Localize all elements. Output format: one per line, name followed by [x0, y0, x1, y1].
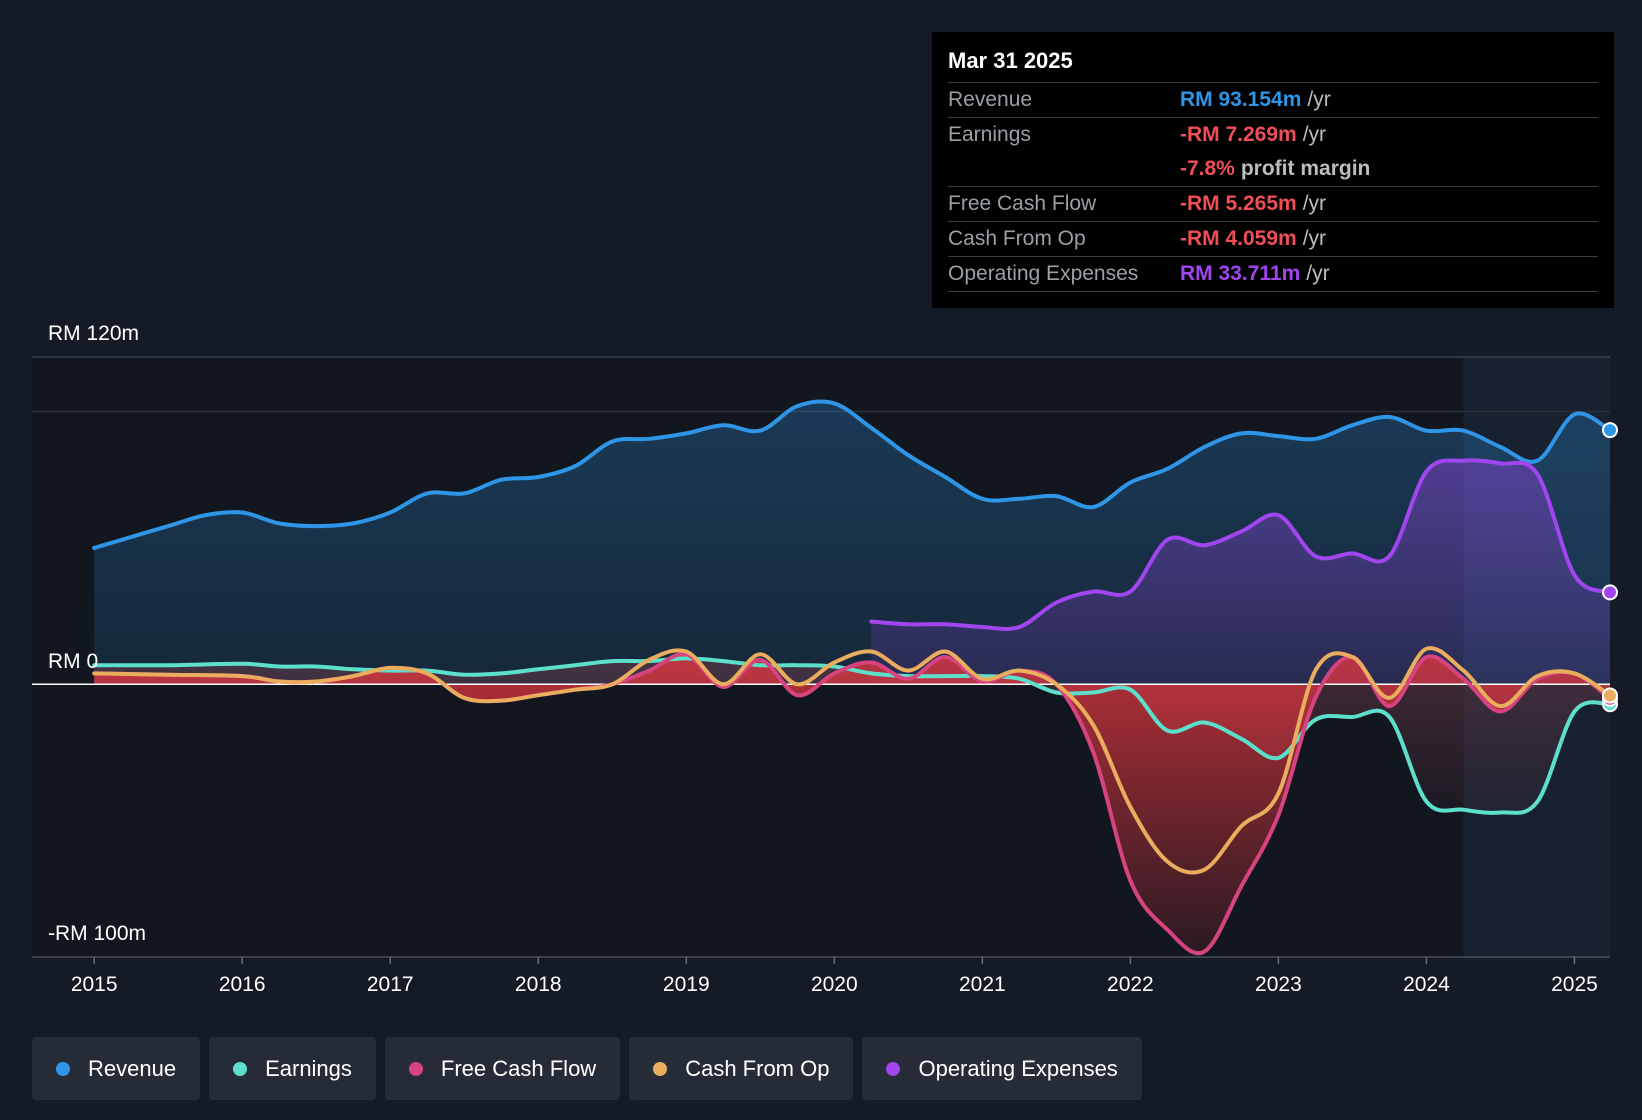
x-tick-label: 2018 — [515, 973, 562, 996]
y-label-bottom: -RM 100m — [48, 922, 146, 945]
x-tick-label: 2023 — [1255, 973, 1302, 996]
operating-expenses-line — [869, 458, 1612, 631]
tooltip-unit: profit margin — [1240, 157, 1371, 180]
tooltip-unit: /yr — [1302, 227, 1327, 250]
legend-item-revenue[interactable]: Revenue — [32, 1037, 201, 1100]
x-tick-label: 2015 — [71, 973, 118, 996]
legend-label: Free Cash Flow — [440, 1055, 597, 1081]
tooltip-row-profit-margin: -7.8% profit margin — [948, 152, 1598, 186]
x-tick-label: 2019 — [663, 973, 710, 996]
free-cash-flow-dot-icon — [408, 1061, 423, 1076]
revenue-endpoint — [1602, 422, 1618, 439]
earnings-dot-icon — [233, 1061, 248, 1076]
tooltip-unit: /yr — [1307, 88, 1331, 111]
legend-label: Cash From Op — [685, 1055, 830, 1081]
tooltip-label: Free Cash Flow — [948, 192, 1097, 215]
tooltip-unit: /yr — [1302, 123, 1327, 146]
tooltip-row-free-cash-flow: Free Cash Flow -RM 5.265m /yr — [948, 186, 1598, 221]
legend-item-cash-from-op[interactable]: Cash From Op — [629, 1037, 854, 1100]
x-tick-label: 2017 — [367, 973, 414, 996]
x-tick-label: 2025 — [1551, 973, 1598, 996]
cash-from-op-endpoint — [1602, 687, 1618, 704]
tooltip-row-revenue: Revenue RM 93.154m /yr — [948, 82, 1598, 117]
tooltip-value: -RM 5.265m — [1180, 192, 1297, 215]
tooltip-value: -RM 7.269m — [1180, 123, 1297, 146]
x-tick-label: 2020 — [811, 973, 858, 996]
legend-item-operating-expenses[interactable]: Operating Expenses — [862, 1037, 1142, 1100]
tooltip-value: RM 33.711m — [1180, 262, 1301, 285]
y-label-zero: RM 0 — [48, 650, 98, 673]
cash-from-op-line — [92, 646, 1612, 875]
tooltip-value: -RM 4.059m — [1180, 227, 1297, 250]
legend-item-free-cash-flow[interactable]: Free Cash Flow — [384, 1037, 621, 1100]
tooltip: Mar 31 2025 Revenue RM 93.154m /yr Earni… — [932, 32, 1614, 308]
revenue-line — [92, 399, 1612, 550]
tooltip-date: Mar 31 2025 — [948, 48, 1073, 73]
tooltip-row-earnings: Earnings -RM 7.269m /yr — [948, 117, 1598, 152]
tooltip-unit: /yr — [1302, 192, 1327, 215]
tooltip-value: RM 93.154m — [1180, 88, 1302, 111]
legend-label: Operating Expenses — [918, 1055, 1118, 1081]
tooltip-value: -7.8% — [1180, 157, 1235, 180]
y-label-top: RM 120m — [48, 322, 139, 345]
revenue-dot-icon — [56, 1061, 70, 1076]
cash-from-op-dot-icon — [653, 1061, 668, 1076]
operating-expenses-endpoint — [1602, 584, 1618, 601]
free-cash-flow-area — [94, 653, 1611, 954]
tooltip-row-cash-from-op: Cash From Op -RM 4.059m /yr — [948, 221, 1598, 256]
tooltip-unit: /yr — [1306, 262, 1330, 285]
legend-label: Earnings — [265, 1055, 352, 1081]
tooltip-label: Earnings — [948, 123, 1031, 146]
x-tick-label: 2022 — [1107, 973, 1154, 996]
tooltip-label: Revenue — [948, 88, 1033, 111]
x-tick-label: 2021 — [959, 973, 1006, 996]
tooltip-row-operating-expenses: Operating Expenses RM 33.711m /yr — [948, 256, 1598, 292]
x-tick-label: 2016 — [219, 973, 266, 996]
x-tick-label: 2024 — [1403, 973, 1450, 996]
operating-expenses-dot-icon — [886, 1061, 901, 1076]
operating-expenses-area — [871, 460, 1610, 685]
legend-label: Revenue — [88, 1055, 177, 1081]
tooltip-label: Operating Expenses — [948, 262, 1139, 285]
tooltip-label: Cash From Op — [948, 227, 1086, 250]
legend-item-earnings[interactable]: Earnings — [209, 1037, 376, 1100]
legend: Revenue Earnings Free Cash Flow Cash Fro… — [32, 1037, 1142, 1100]
